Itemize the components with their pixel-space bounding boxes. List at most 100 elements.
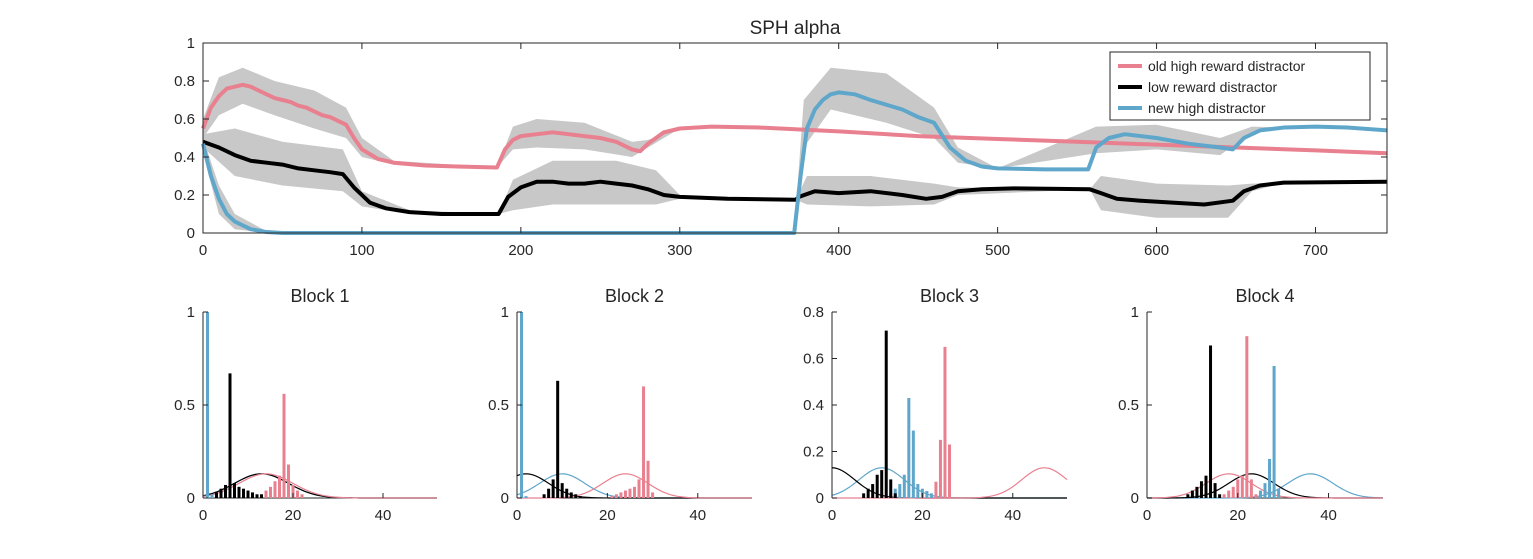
main-x-tick-label: 500 xyxy=(985,242,1010,259)
block-y-tick-label: 0 xyxy=(816,490,824,507)
block-histogram-bar-series-2 xyxy=(291,484,295,498)
block-y-tick-label: 1 xyxy=(187,304,195,321)
block-histogram-bar-series-2 xyxy=(269,486,272,498)
legend-entry-label: new high distractor xyxy=(1148,100,1266,116)
main-y-tick-label: 1 xyxy=(187,35,195,52)
block-x-tick-label: 0 xyxy=(1143,507,1151,524)
block-y-tick-label: 0 xyxy=(187,490,195,507)
block-histogram-bar-series-0 xyxy=(907,398,911,498)
block-histogram-bar-series-2 xyxy=(1254,494,1258,498)
block-histogram-bar-series-0 xyxy=(916,484,920,498)
block-histogram-bar-series-1 xyxy=(880,470,884,498)
main-y-tick-label: 0.2 xyxy=(174,187,195,204)
block-histogram-bar-series-0 xyxy=(925,491,929,498)
block-y-tick-label: 0.5 xyxy=(1118,397,1139,414)
block-x-tick-label: 20 xyxy=(285,507,302,524)
block-histogram-bar-series-1 xyxy=(215,492,218,498)
block-histogram-bar-series-0 xyxy=(929,493,933,498)
block-histogram-bar-series-0 xyxy=(1263,483,1267,498)
block-histogram-bar-series-1 xyxy=(542,494,546,498)
block-histogram-bar-series-1 xyxy=(875,474,879,498)
block-histogram-bar-series-1 xyxy=(862,493,866,498)
block-histogram-bar-series-2 xyxy=(282,393,286,498)
legend-box xyxy=(1109,51,1371,121)
block-x-tick-label: 20 xyxy=(1229,507,1246,524)
block-histogram-bar-series-2 xyxy=(651,492,655,498)
block-histogram-bar-series-2 xyxy=(264,490,268,498)
main-x-tick-label: 0 xyxy=(199,242,207,259)
block-histogram-bar-series-2 xyxy=(278,475,281,498)
block-histogram-bar-series-0 xyxy=(902,474,906,498)
block-y-tick-label: 0.8 xyxy=(803,304,824,321)
block-histogram-bar-series-1 xyxy=(551,479,555,498)
block-histogram-bar-series-1 xyxy=(224,484,227,498)
block-histogram-bar-series-1 xyxy=(237,486,241,498)
block-histogram-bar-series-2 xyxy=(1236,479,1240,498)
main-x-tick-label: 600 xyxy=(1144,242,1169,259)
block-histogram-bar-series-1 xyxy=(560,483,564,498)
block-y-tick-label: 0.5 xyxy=(174,397,195,414)
series-line-0 xyxy=(201,82,1388,170)
block-histogram-bar-series-1 xyxy=(255,494,259,498)
block-histogram-bar-series-0 xyxy=(524,496,528,498)
block-title: Block 2 xyxy=(605,286,664,306)
block-histogram-bar-series-1 xyxy=(565,488,569,498)
block-histogram-bar-series-1 xyxy=(574,494,578,498)
block-histogram-bar-series-1 xyxy=(242,488,245,498)
block-histogram-bar-series-1 xyxy=(1186,494,1190,498)
block-histogram-bar-series-1 xyxy=(251,492,254,498)
main-y-tick-label: 0 xyxy=(187,225,195,242)
main-plot-frame xyxy=(202,42,1388,234)
confidence-band-series-0 xyxy=(203,67,680,168)
block-histogram-bar-series-1 xyxy=(1209,345,1213,498)
main-x-tick-label: 700 xyxy=(1303,242,1328,259)
series-line-2 xyxy=(201,90,1388,235)
block-y-tick-label: 1 xyxy=(1131,304,1139,321)
block-x-tick-label: 40 xyxy=(375,507,392,524)
block-histogram-bar-series-1 xyxy=(871,484,875,498)
block-y-tick-label: 0.4 xyxy=(803,397,824,414)
block-histogram-bar-series-1 xyxy=(1199,481,1203,498)
block-histogram-bar-series-2 xyxy=(614,494,618,498)
block-histogram-bar-series-1 xyxy=(884,330,888,498)
block-x-tick-label: 40 xyxy=(689,507,706,524)
block-histogram-bar-series-2 xyxy=(633,486,636,498)
block-x-tick-label: 0 xyxy=(513,507,521,524)
main-chart-title: SPH alpha xyxy=(750,18,841,39)
block-histogram-bar-series-2 xyxy=(948,444,951,498)
main-y-tick-label: 0.6 xyxy=(174,111,195,128)
block-histogram-bar-series-1 xyxy=(1218,494,1222,498)
block-histogram-bar-series-2 xyxy=(623,490,627,498)
block-title: Block 1 xyxy=(290,286,349,306)
block-histogram-bar-series-1 xyxy=(1204,475,1208,498)
confidence-band-series-2 xyxy=(203,67,1284,233)
block-histogram-bar-series-1 xyxy=(219,488,223,498)
block-y-tick-label: 0 xyxy=(1131,490,1139,507)
block-title: Block 3 xyxy=(920,286,979,306)
block-histogram-bar-series-2 xyxy=(1222,494,1226,498)
block-histogram-bar-series-2 xyxy=(300,494,304,498)
block-histogram-bar-series-2 xyxy=(938,439,942,498)
block-y-tick-label: 1 xyxy=(501,304,509,321)
block-x-tick-label: 20 xyxy=(599,507,616,524)
block-histogram-bar-series-2 xyxy=(1249,479,1253,498)
block-y-tick-label: 0.2 xyxy=(803,444,824,461)
block-histogram-bar-series-2 xyxy=(637,479,641,498)
block-y-tick-label: 0 xyxy=(501,490,509,507)
block-histogram-bar-series-1 xyxy=(889,479,893,498)
block-histogram-bar-series-2 xyxy=(1245,336,1249,498)
block-fit-curve-series-2 xyxy=(516,473,752,499)
block-histogram-bar-series-2 xyxy=(296,490,299,498)
block-histogram-bar-series-0 xyxy=(911,430,915,498)
block-histogram-bar-series-1 xyxy=(569,492,573,498)
block-histogram-bar-series-1 xyxy=(866,488,870,498)
block-histogram-bar-series-1 xyxy=(246,490,250,498)
series-line-1 xyxy=(202,139,1388,216)
block-histogram-bar-series-1 xyxy=(1213,483,1217,498)
block-x-tick-label: 40 xyxy=(1004,507,1021,524)
main-x-tick-label: 300 xyxy=(667,242,692,259)
block-x-tick-label: 20 xyxy=(914,507,931,524)
block-histogram-bar-series-1 xyxy=(547,488,551,498)
block-histogram-bar-series-1 xyxy=(260,494,263,498)
